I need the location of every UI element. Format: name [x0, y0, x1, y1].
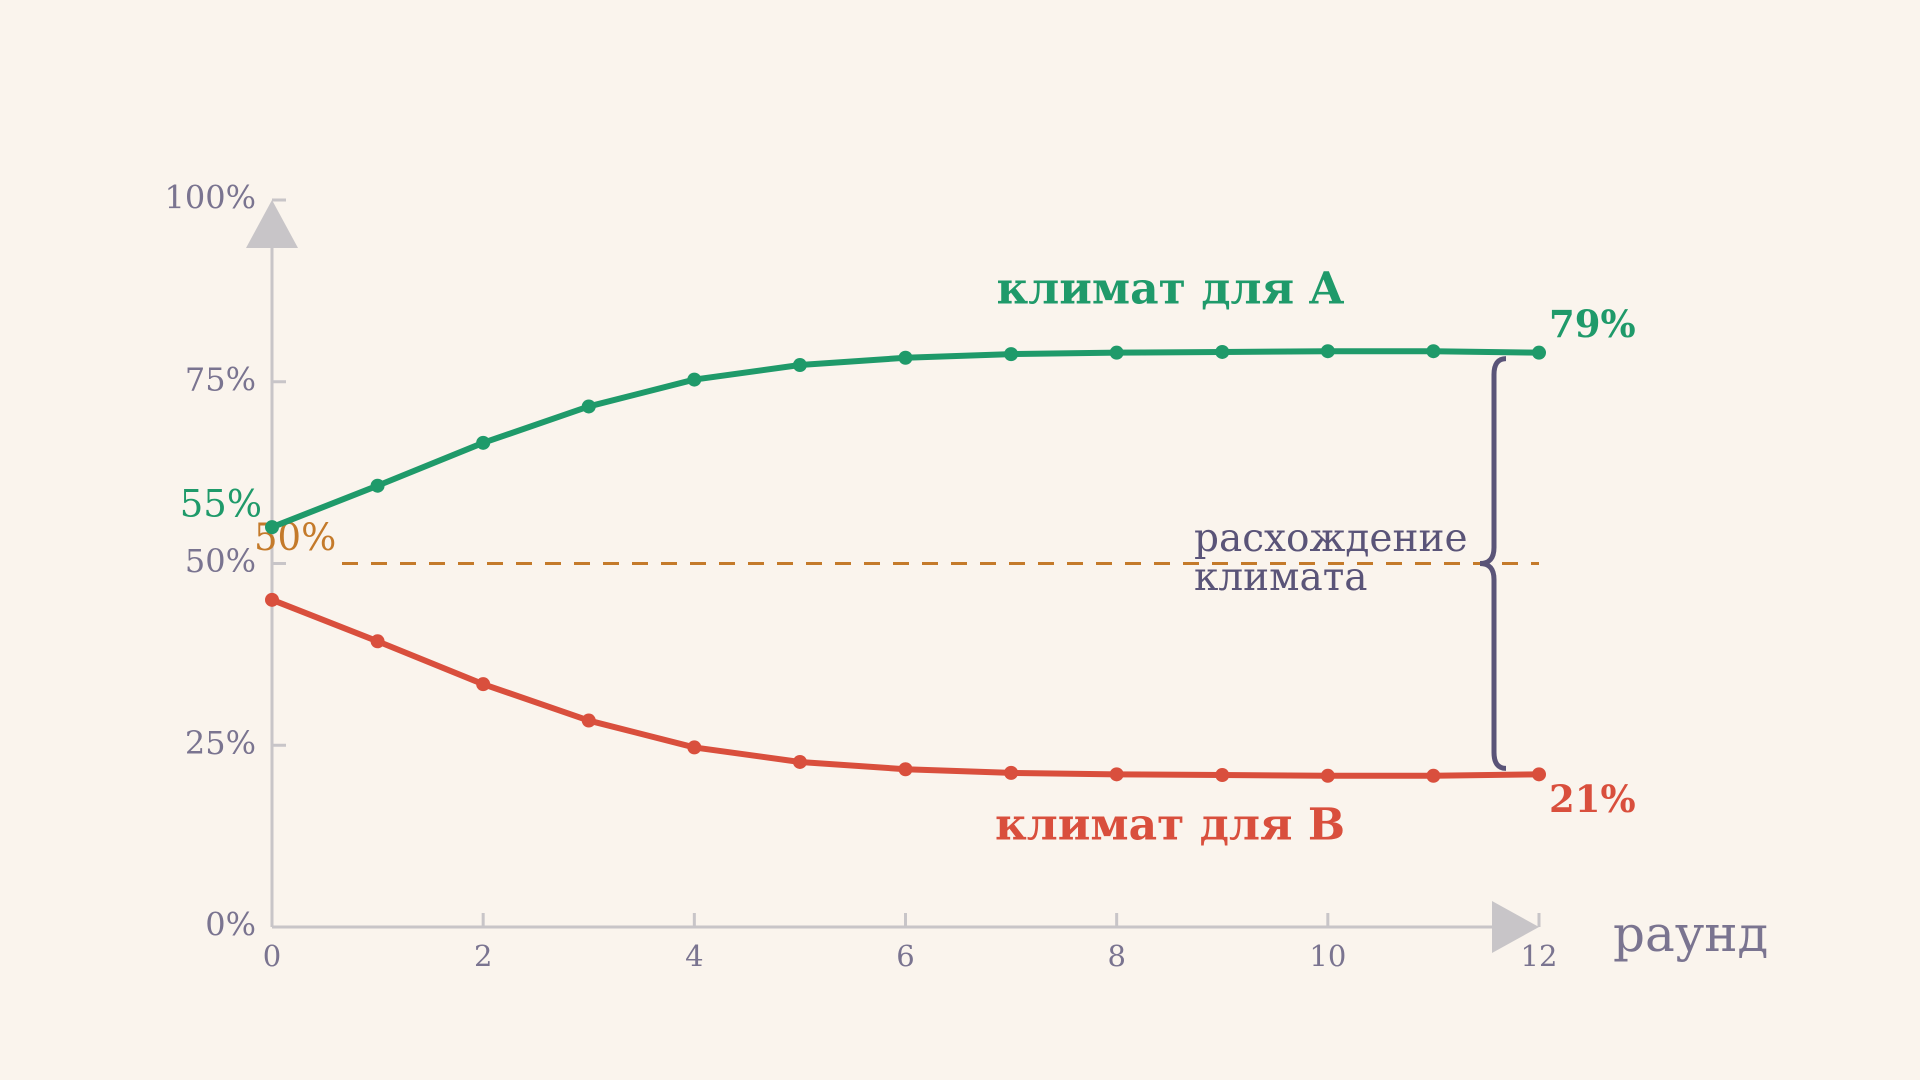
point [265, 592, 279, 607]
x-tick-label: 12 [1521, 939, 1558, 973]
point [1532, 767, 1546, 782]
point [898, 762, 913, 777]
point [1215, 344, 1230, 359]
x-tick-label: 2 [474, 939, 492, 973]
point [1532, 345, 1546, 360]
x-tick-label: 10 [1309, 939, 1346, 973]
point [476, 677, 491, 692]
point [1004, 347, 1019, 362]
annotation: расхождение [1194, 516, 1468, 561]
point [1426, 768, 1441, 783]
point [1109, 345, 1124, 360]
x-tick-label: 6 [896, 939, 914, 973]
point [792, 358, 807, 373]
point [898, 350, 913, 365]
y-tick-label: 100% [165, 179, 256, 217]
value-label: 79% [1549, 302, 1636, 346]
value-label: 55% [180, 483, 262, 526]
point [792, 754, 807, 769]
y-tick-label: 50% [185, 542, 256, 580]
reference-label: 50% [254, 516, 336, 559]
point [687, 372, 702, 387]
x-axis-arrow [1492, 901, 1539, 953]
y-tick-label: 25% [185, 724, 256, 762]
annotation: климата [1194, 555, 1368, 600]
point [1320, 344, 1335, 359]
series-label: климат для B [995, 800, 1345, 851]
point [581, 399, 596, 414]
y-tick-label: 0% [205, 906, 256, 944]
point [476, 435, 491, 450]
y-axis-arrow [246, 200, 298, 248]
value-label: 21% [1549, 777, 1636, 821]
series-label: климат для A [996, 264, 1344, 315]
point [581, 713, 596, 728]
point [687, 740, 702, 755]
point [1215, 768, 1230, 783]
x-tick-label: 0 [263, 939, 281, 973]
divergence-brace [1479, 356, 1507, 771]
point [370, 478, 385, 493]
point [370, 634, 385, 649]
y-tick-label: 75% [185, 360, 256, 398]
point [1426, 344, 1441, 359]
x-tick-label: 4 [685, 939, 703, 973]
point [1109, 767, 1124, 782]
x-tick-label: 8 [1107, 939, 1125, 973]
point [1004, 765, 1019, 780]
point [265, 520, 279, 535]
x-axis-label: раунд [1613, 905, 1768, 963]
point [1320, 768, 1335, 783]
